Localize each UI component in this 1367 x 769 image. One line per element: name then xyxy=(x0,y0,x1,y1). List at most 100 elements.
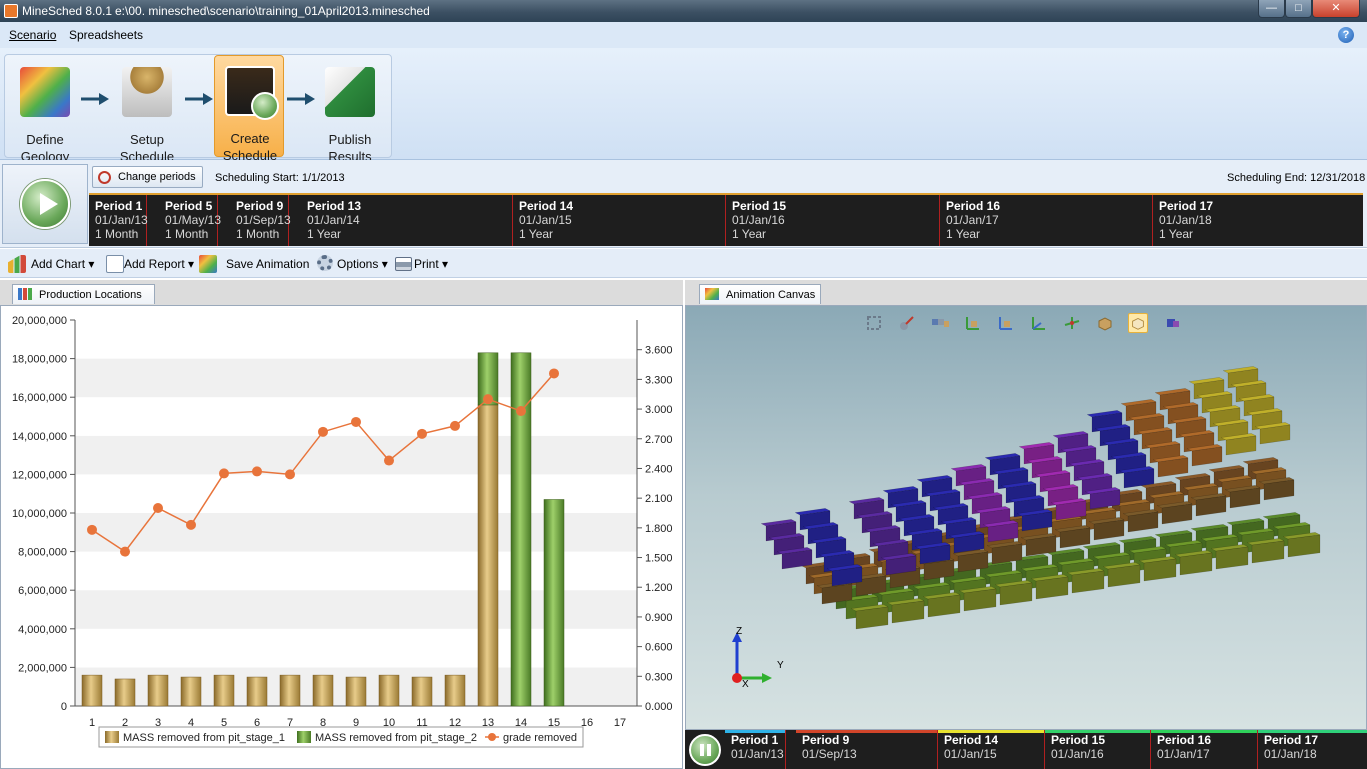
axis-triad xyxy=(732,632,772,683)
block-top xyxy=(952,549,989,557)
block-top xyxy=(1138,556,1177,564)
transparent-block-icon[interactable] xyxy=(1128,313,1148,333)
create-schedule-step[interactable]: Create Schedule xyxy=(214,55,284,163)
period-cell[interactable]: Period 13 01/Jan/14 1 Year xyxy=(301,195,513,246)
help-icon[interactable]: ? xyxy=(1338,27,1354,43)
view-xy-icon[interactable] xyxy=(963,313,983,333)
animation-canvas[interactable]: Z Y X xyxy=(685,305,1367,730)
period-color-strip xyxy=(1151,730,1257,733)
grid-band xyxy=(75,320,637,359)
menu-scenario[interactable]: Scenario xyxy=(9,28,57,42)
grade-point xyxy=(351,416,361,427)
y-tick-label: 16,000,000 xyxy=(12,392,67,404)
period-cell[interactable]: Period 15 01/Jan/16 1 Year xyxy=(726,195,940,246)
period-cell[interactable]: Period 17 01/Jan/18 1 Year xyxy=(1153,195,1362,246)
period-duration: 1 Month xyxy=(165,227,209,241)
y-tick-label: 8,000,000 xyxy=(18,547,67,559)
block-top xyxy=(1118,536,1157,544)
bar-stage2 xyxy=(510,352,532,707)
view-yz-icon[interactable] xyxy=(1029,313,1049,333)
period-date: 01/Sep/13 xyxy=(236,213,291,227)
y-tick-label: 0 xyxy=(61,701,67,713)
block-top xyxy=(876,588,915,596)
block-colors-icon[interactable] xyxy=(1163,313,1183,333)
block-top xyxy=(1156,501,1193,509)
period-duration: 1 Year xyxy=(307,227,342,241)
period-cell[interactable]: Period 5 01/May/13 1 Month xyxy=(159,195,221,246)
animation-period-cell[interactable]: Period 9 01/Sep/13 xyxy=(796,730,938,769)
view-xz-icon[interactable] xyxy=(996,313,1016,333)
print-button[interactable]: Print ▾ xyxy=(395,255,451,273)
block-top xyxy=(1152,455,1189,463)
period-date: 01/Sep/13 xyxy=(802,747,857,761)
block-top xyxy=(1238,394,1275,402)
pan-icon[interactable] xyxy=(897,313,917,333)
setup-schedule-step[interactable]: Setup Schedule xyxy=(112,61,182,165)
change-periods-button[interactable]: Change periods xyxy=(92,166,203,188)
zoom-extents-icon[interactable] xyxy=(864,313,884,333)
run-schedule-button[interactable] xyxy=(2,164,88,244)
grade-point xyxy=(186,519,196,530)
x-tick-label: 6 xyxy=(254,717,260,729)
block-top xyxy=(1174,473,1211,481)
period-cell[interactable]: Period 1 01/Jan/13 1 Month xyxy=(89,195,148,246)
save-animation-button[interactable]: Save Animation xyxy=(199,255,311,273)
menu-spreadsheets[interactable]: Spreadsheets xyxy=(69,28,144,42)
add-report-button[interactable]: Add Report ▾ xyxy=(106,255,194,273)
grid-band xyxy=(75,551,637,591)
period-name: Period 1 xyxy=(731,733,779,747)
pause-icon[interactable] xyxy=(689,734,721,766)
grid-band xyxy=(75,628,637,668)
block-top xyxy=(1282,532,1321,540)
pit-block-model xyxy=(760,366,1321,630)
tab-production-locations[interactable]: Production Locations xyxy=(12,284,155,304)
block-top xyxy=(1148,491,1185,499)
block-top xyxy=(1110,452,1147,460)
bar-stage1 xyxy=(81,674,103,707)
block-top xyxy=(986,541,1023,549)
animation-period-cell[interactable]: Period 15 01/Jan/16 xyxy=(1045,730,1151,769)
x-tick-label: 9 xyxy=(353,717,359,729)
block-top xyxy=(1208,465,1245,473)
y2-tick-label: 0.900 xyxy=(645,612,673,624)
block-top xyxy=(1182,483,1219,491)
add-chart-text: Add Chart xyxy=(31,257,86,271)
block-top xyxy=(1170,416,1207,424)
define-geology-step[interactable]: Define Geology xyxy=(10,61,80,165)
axes-icon[interactable] xyxy=(1062,313,1082,333)
period-color-strip xyxy=(1258,730,1367,733)
y-tick-label: 2,000,000 xyxy=(18,662,67,674)
period-cell[interactable]: Period 14 01/Jan/15 1 Year xyxy=(513,195,726,246)
solid-block-icon[interactable] xyxy=(1095,313,1115,333)
y2-tick-label: 0.600 xyxy=(645,642,673,654)
animation-period-cell[interactable]: Period 16 01/Jan/17 xyxy=(1151,730,1258,769)
animation-period-cell[interactable]: Period 1 01/Jan/13 xyxy=(725,730,786,769)
block-top xyxy=(1188,377,1225,385)
period-date: 01/Jan/17 xyxy=(1157,747,1210,761)
tab-label: Production Locations xyxy=(39,289,142,301)
animation-period-cell[interactable]: Period 14 01/Jan/15 xyxy=(938,730,1045,769)
block-top xyxy=(810,536,847,544)
block-top xyxy=(1154,388,1191,396)
animation-period-cell[interactable]: Period 17 01/Jan/18 xyxy=(1258,730,1367,769)
period-cell[interactable]: Period 16 01/Jan/17 1 Year xyxy=(940,195,1153,246)
maximize-button[interactable]: □ xyxy=(1285,0,1312,18)
options-button[interactable]: Options ▾ xyxy=(317,255,389,273)
tab-animation-canvas[interactable]: Animation Canvas xyxy=(699,284,821,304)
bar-stage1 xyxy=(378,674,400,707)
period-cell[interactable]: Period 9 01/Sep/13 1 Month xyxy=(230,195,291,246)
y-tick-label: 14,000,000 xyxy=(12,431,67,443)
blocks-icon[interactable] xyxy=(930,313,950,333)
bar-chart-icon xyxy=(18,288,32,300)
bar-chart-icon xyxy=(8,255,26,273)
add-chart-button[interactable]: Add Chart ▾ xyxy=(8,255,100,273)
publish-results-step[interactable]: Publish Results xyxy=(315,61,385,165)
block-top xyxy=(974,506,1011,514)
period-date: 01/Jan/14 xyxy=(307,213,360,227)
axis-x-label: X xyxy=(742,679,749,690)
arrow-right-icon xyxy=(185,93,213,105)
block-top xyxy=(1140,481,1177,489)
close-button[interactable]: ✕ xyxy=(1312,0,1360,18)
minimize-button[interactable]: — xyxy=(1258,0,1285,18)
grade-point xyxy=(252,466,262,477)
